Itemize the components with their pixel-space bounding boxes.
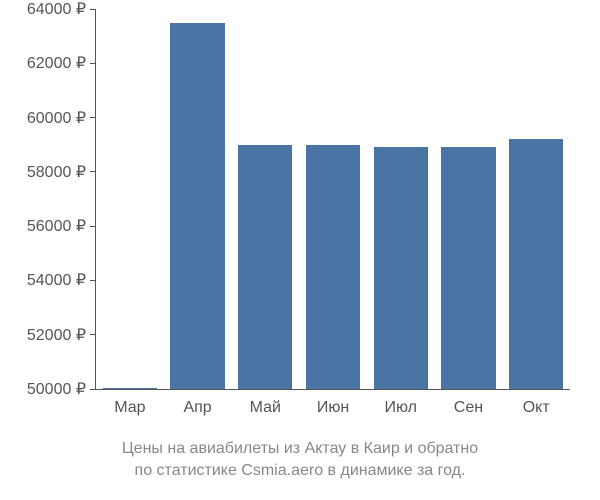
price-chart: МарАпрМайИюнИюлСенОкт 50000 ₽ 52000 ₽ 5400… bbox=[0, 0, 600, 500]
y-tick-mark bbox=[90, 226, 96, 227]
y-tick-label: 64000 ₽ bbox=[27, 0, 86, 19]
bar-slot: Окт bbox=[502, 10, 570, 389]
bars-container: МарАпрМайИюнИюлСенОкт bbox=[96, 10, 570, 389]
bar bbox=[509, 139, 563, 389]
chart-caption: Цены на авиабилеты из Актау в Каир и обр… bbox=[0, 438, 600, 481]
y-tick-mark bbox=[90, 389, 96, 390]
y-tick-label: 60000 ₽ bbox=[27, 108, 86, 128]
caption-line-2: по статистике Csmia.aero в динамике за г… bbox=[135, 462, 466, 479]
plot-area: МарАпрМайИюнИюлСенОкт 50000 ₽52000 ₽5400… bbox=[95, 10, 570, 390]
bar bbox=[306, 145, 360, 389]
x-tick-label: Мар bbox=[96, 389, 164, 417]
y-tick-mark bbox=[90, 117, 96, 118]
y-tick-mark bbox=[90, 334, 96, 335]
x-tick-label: Июн bbox=[299, 389, 367, 417]
caption-line-1: Цены на авиабилеты из Актау в Каир и обр… bbox=[122, 440, 478, 457]
y-tick-mark bbox=[90, 171, 96, 172]
x-tick-label: Июл bbox=[367, 389, 435, 417]
y-tick-label: 62000 ₽ bbox=[27, 53, 86, 73]
x-tick-label: Апр bbox=[164, 389, 232, 417]
y-tick-mark bbox=[90, 280, 96, 281]
y-tick-label: 56000 ₽ bbox=[27, 216, 86, 236]
x-tick-label: Май bbox=[231, 389, 299, 417]
bar-slot: Апр bbox=[164, 10, 232, 389]
bar-slot: Сен bbox=[435, 10, 503, 389]
bar-slot: Июл bbox=[367, 10, 435, 389]
bar-slot: Мар bbox=[96, 10, 164, 389]
y-tick-label: 58000 ₽ bbox=[27, 162, 86, 182]
y-tick-mark bbox=[90, 9, 96, 10]
x-tick-label: Окт bbox=[502, 389, 570, 417]
y-tick-label: 50000 ₽ bbox=[27, 379, 86, 399]
y-tick-mark bbox=[90, 63, 96, 64]
bar bbox=[238, 145, 292, 389]
bar bbox=[170, 23, 224, 389]
y-tick-label: 52000 ₽ bbox=[27, 325, 86, 345]
bar-slot: Июн bbox=[299, 10, 367, 389]
bar-slot: Май bbox=[231, 10, 299, 389]
bar bbox=[441, 147, 495, 389]
bar bbox=[374, 147, 428, 389]
x-tick-label: Сен bbox=[435, 389, 503, 417]
y-tick-label: 54000 ₽ bbox=[27, 270, 86, 290]
